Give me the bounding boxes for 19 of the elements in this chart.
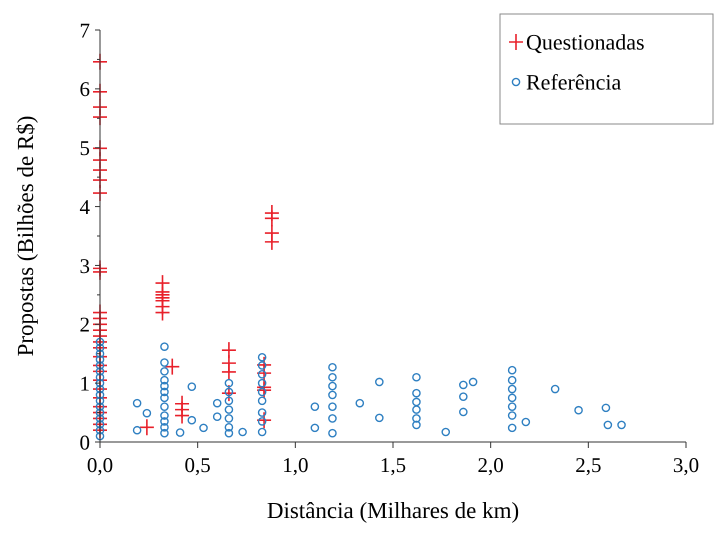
y-tick-label: 4: [80, 194, 90, 219]
y-tick-label: 6: [80, 77, 90, 102]
x-tick-label: 3,0: [672, 453, 700, 477]
legend-label: Questionadas: [526, 30, 645, 55]
x-tick-label: 1,5: [380, 453, 406, 477]
y-tick-label: 3: [80, 254, 90, 278]
x-tick-label: 0,0: [86, 453, 114, 477]
y-tick-label: 0: [80, 430, 90, 454]
x-tick-label: 2,5: [575, 453, 602, 477]
x-tick-label: 2,0: [478, 453, 504, 477]
y-tick-label: 2: [80, 312, 90, 337]
legend-label: Referência: [526, 70, 622, 95]
x-tick-label: 0,5: [184, 453, 211, 477]
x-axis-title: Distância (Milhares de km): [266, 498, 520, 523]
y-tick-label: 7: [80, 18, 90, 42]
y-tick-label: 5: [80, 136, 90, 160]
y-tick-label: 1: [80, 371, 90, 396]
y-axis-title: Propostas (Bilhões de R$): [13, 116, 38, 356]
x-tick-label: 1,0: [282, 453, 308, 477]
